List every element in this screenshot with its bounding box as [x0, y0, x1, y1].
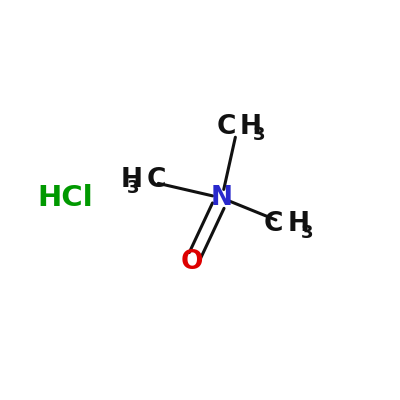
- Text: C: C: [264, 211, 284, 237]
- Text: 3: 3: [253, 126, 265, 144]
- Text: 3: 3: [127, 179, 140, 197]
- Text: O: O: [181, 248, 203, 274]
- Text: C: C: [216, 114, 236, 140]
- Text: H: H: [240, 114, 262, 140]
- Text: 3: 3: [300, 224, 313, 242]
- Text: C: C: [146, 167, 166, 193]
- Text: H: H: [120, 167, 142, 193]
- Text: H: H: [287, 211, 309, 237]
- Text: N: N: [211, 185, 233, 211]
- Text: HCl: HCl: [37, 184, 93, 212]
